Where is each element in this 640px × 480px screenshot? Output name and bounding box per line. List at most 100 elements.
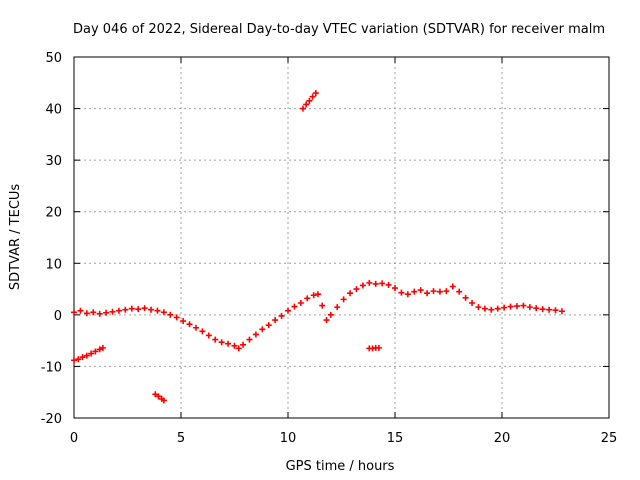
data-point <box>347 290 354 297</box>
x-tick-label: 5 <box>177 431 185 446</box>
data-point <box>475 304 482 311</box>
data-point <box>115 307 122 314</box>
data-point <box>539 306 546 313</box>
data-point <box>443 288 450 295</box>
data-point <box>173 314 180 321</box>
data-point <box>299 105 306 112</box>
data-point <box>128 305 135 312</box>
data-point <box>558 308 565 315</box>
x-tick-label: 0 <box>70 431 78 446</box>
data-point <box>327 311 334 318</box>
data-point <box>449 283 456 290</box>
data-point <box>319 302 326 309</box>
data-point <box>398 289 405 296</box>
y-axis-label: SDTVAR / TECUs <box>8 184 23 291</box>
data-point <box>372 280 379 287</box>
series-segment-mid <box>366 344 382 352</box>
data-point <box>71 357 77 364</box>
data-point <box>507 303 514 310</box>
data-point <box>411 288 418 295</box>
data-point <box>314 291 321 298</box>
data-point <box>186 321 193 328</box>
data-point <box>205 332 212 339</box>
data-point <box>96 346 103 353</box>
data-point <box>272 317 279 324</box>
data-point <box>385 281 392 288</box>
y-tick-label: 30 <box>45 154 62 169</box>
data-point <box>297 299 304 306</box>
y-tick-label: 10 <box>45 257 62 272</box>
grid-lines <box>74 57 609 418</box>
data-point <box>379 280 386 287</box>
data-point <box>160 309 167 316</box>
data-point <box>546 306 553 313</box>
data-point <box>533 305 540 312</box>
data-point <box>417 287 424 294</box>
data-point <box>83 310 90 317</box>
data-points <box>71 90 565 404</box>
data-point <box>552 307 559 314</box>
data-point <box>501 304 508 311</box>
data-point <box>520 302 527 309</box>
data-point <box>309 93 316 100</box>
data-point <box>88 350 95 357</box>
y-tick-label: -20 <box>41 412 62 427</box>
data-point <box>310 292 317 299</box>
data-point <box>109 308 116 315</box>
data-point <box>306 97 313 104</box>
axes <box>73 56 610 419</box>
data-point <box>366 279 373 286</box>
data-point <box>103 309 110 316</box>
data-point <box>246 336 253 343</box>
data-point <box>392 285 398 292</box>
data-point <box>436 288 443 295</box>
data-point <box>160 397 167 404</box>
data-point <box>77 307 84 314</box>
tick-labels: 0 5 10 15 20 25 -20 -10 0 10 20 30 40 50 <box>41 51 618 446</box>
data-point <box>526 304 533 311</box>
data-point <box>404 291 411 298</box>
data-point <box>278 312 285 319</box>
x-tick-label: 10 <box>280 431 297 446</box>
data-point <box>456 288 463 295</box>
data-point <box>83 352 90 359</box>
series-segment-high <box>299 90 319 112</box>
data-point <box>225 340 232 347</box>
data-point <box>75 356 82 363</box>
y-tick-label: 0 <box>54 309 62 324</box>
y-tick-label: -10 <box>41 360 62 375</box>
x-tick-label: 15 <box>387 431 404 446</box>
data-point <box>303 101 310 108</box>
data-point <box>71 309 77 316</box>
data-point <box>96 310 103 317</box>
data-point <box>240 341 247 348</box>
data-point <box>155 393 162 400</box>
data-point <box>152 391 159 398</box>
data-point <box>359 282 366 289</box>
data-point <box>99 344 106 351</box>
data-point <box>462 294 469 301</box>
x-tick-label: 25 <box>601 431 618 446</box>
data-point <box>141 305 148 312</box>
data-point <box>353 286 360 293</box>
series-segment-low <box>152 391 167 404</box>
series-segment-early-negative <box>71 344 106 364</box>
data-point <box>469 299 476 306</box>
data-point <box>92 348 99 355</box>
data-point <box>304 295 311 302</box>
series-main <box>71 279 565 352</box>
data-point <box>259 326 266 333</box>
data-point <box>375 344 382 351</box>
data-point <box>265 322 272 329</box>
data-point <box>323 317 330 324</box>
data-point <box>135 306 142 313</box>
chart-title: Day 046 of 2022, Sidereal Day-to-day VTE… <box>73 22 605 37</box>
data-point <box>180 318 187 325</box>
data-point <box>513 303 520 310</box>
data-point <box>218 339 225 346</box>
data-point <box>79 354 86 361</box>
data-point <box>285 307 291 314</box>
data-point <box>430 288 437 295</box>
